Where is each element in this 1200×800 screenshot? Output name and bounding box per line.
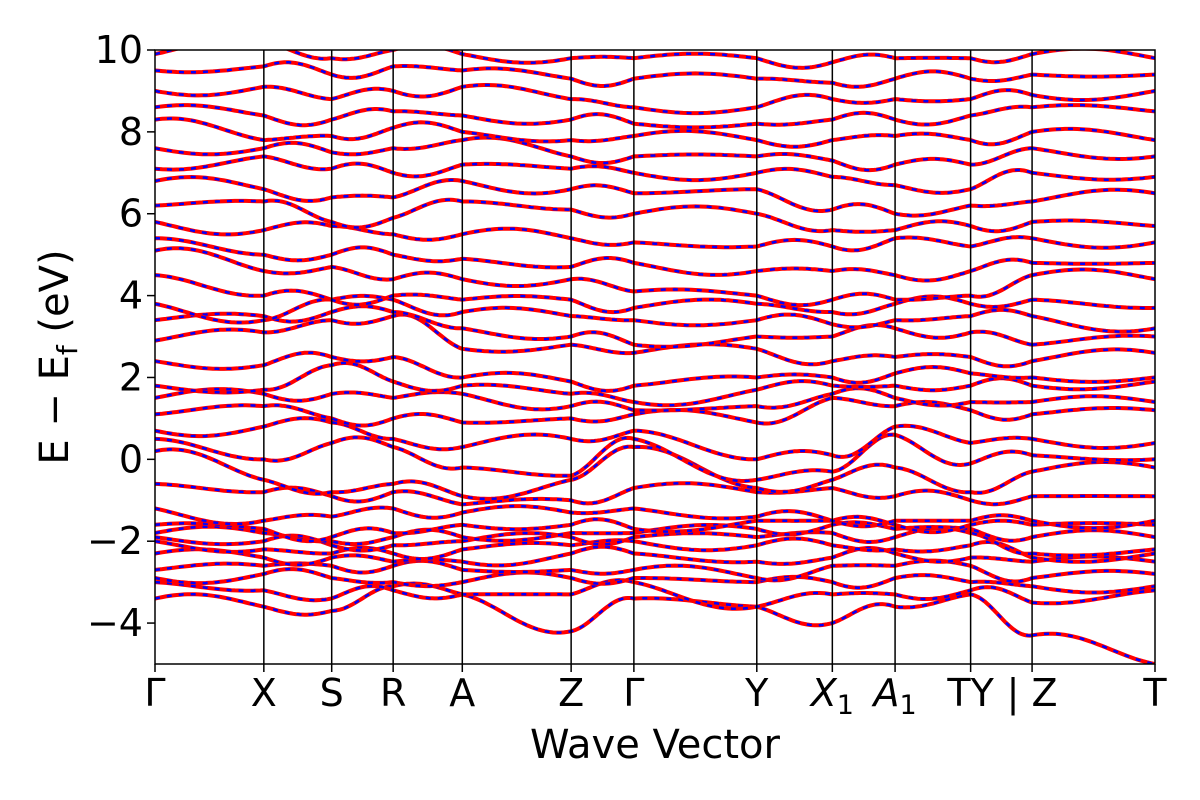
band-line-overlay — [155, 504, 1033, 528]
band-line — [155, 219, 1033, 253]
band-line-overlay — [1031, 89, 1155, 102]
k-point-label: Y — [744, 671, 769, 715]
plot-frame — [154, 49, 1156, 665]
band-line — [155, 544, 1033, 568]
band-line-overlay — [155, 537, 1033, 561]
band-line-overlay — [1031, 552, 1155, 564]
band-line-overlay — [1031, 127, 1155, 142]
band-line-overlay — [1032, 548, 1155, 557]
band-line — [155, 304, 1033, 349]
band-line-overlay — [155, 155, 1033, 195]
band-line-overlay — [155, 361, 1033, 407]
band-line — [155, 514, 1033, 544]
band-line-overlay — [1031, 103, 1155, 113]
band-line-overlay — [1031, 394, 1155, 404]
k-point-label: Z — [558, 671, 584, 715]
band-line-overlay — [1031, 348, 1155, 363]
band-lines — [155, 50, 1155, 664]
k-point-label: | Z — [1007, 671, 1058, 716]
band-line-overlay — [155, 313, 1033, 368]
band-line — [155, 444, 1033, 501]
x-axis-title: Wave Vector — [530, 722, 781, 768]
band-line — [155, 386, 1033, 413]
band-line-overlay — [155, 175, 1033, 217]
k-point-label: A1 — [870, 671, 916, 721]
band-line-overlay — [155, 294, 1033, 329]
band-line-overlay — [1031, 437, 1155, 450]
band-line-overlay — [1031, 406, 1155, 416]
band-line-overlay — [1031, 146, 1155, 161]
y-axis-title-main: E − E — [32, 355, 78, 465]
y-axis-title-unit: (eV) — [32, 249, 78, 345]
y-tick-label: −4 — [87, 601, 143, 645]
band-line-overlay — [155, 445, 1033, 501]
k-point-label: A — [449, 671, 475, 715]
band-line-overlay — [1032, 298, 1155, 310]
band-line — [155, 504, 1033, 529]
k-point-label: X1 — [809, 671, 854, 721]
band-line — [155, 581, 1033, 638]
band-line-overlay — [155, 273, 1033, 316]
band-line-overlay — [1032, 334, 1155, 346]
band-line-overlay — [1031, 460, 1155, 473]
band-line-overlay — [1031, 569, 1155, 580]
y-tick-label: 10 — [95, 28, 143, 72]
band-line — [155, 395, 1033, 428]
band-line-overlay — [1031, 171, 1155, 181]
band-line-overlay — [1031, 188, 1155, 203]
y-tick-label: 8 — [119, 110, 143, 154]
band-line-overlay — [155, 61, 1033, 89]
k-point-label: TY — [946, 671, 994, 715]
band-line — [155, 236, 1033, 283]
k-point-label: Γ — [623, 671, 644, 715]
band-line-overlay — [1031, 528, 1155, 539]
y-axis: −4 −2 0 2 4 6 8 10 — [87, 28, 155, 645]
band-line-overlay — [155, 416, 1033, 461]
band-line — [155, 567, 1033, 590]
band-line-overlay — [155, 117, 1033, 148]
band-line-overlay — [1031, 314, 1155, 333]
y-tick-label: 6 — [119, 192, 143, 236]
y-tick-label: 4 — [119, 274, 143, 318]
band-line-overlay — [1032, 73, 1155, 78]
y-axis-title-sub: f — [51, 344, 84, 355]
band-line-overlay — [1031, 237, 1155, 250]
high-symmetry-lines — [263, 50, 1033, 664]
band-line-overlay — [1031, 380, 1155, 391]
band-line-overlay — [155, 582, 1033, 637]
band-line-overlay — [155, 198, 1033, 234]
band-line-overlay — [1031, 519, 1155, 530]
band-line — [155, 135, 1033, 173]
band-line-overlay — [1032, 219, 1155, 228]
band-line-overlay — [1031, 584, 1155, 594]
k-point-label: Γ — [144, 671, 165, 715]
y-tick-label: 0 — [119, 437, 143, 481]
k-point-label: T — [1142, 671, 1167, 715]
k-point-label: R — [380, 671, 406, 715]
band-line-overlay — [1032, 521, 1155, 527]
band-line — [155, 103, 1033, 130]
band-line-overlay — [155, 433, 1033, 483]
band-line — [155, 83, 1033, 116]
band-line-overlay — [1032, 453, 1155, 462]
band-line-overlay — [155, 351, 1033, 393]
y-tick-label: −2 — [87, 519, 143, 563]
band-line-overlay — [1031, 268, 1155, 281]
band-line-overlay — [1032, 589, 1155, 605]
k-point-label: S — [320, 671, 344, 715]
band-line — [155, 558, 1033, 584]
band-line-overlay — [1031, 632, 1155, 664]
band-line-overlay — [155, 50, 1033, 70]
y-axis-title: E − Ef (eV) — [32, 249, 84, 464]
band-line-overlay — [1031, 376, 1155, 384]
band-line — [155, 60, 1033, 89]
k-point-label: X — [251, 671, 277, 715]
band-line-overlay — [155, 247, 1033, 307]
y-tick-label: 2 — [119, 355, 143, 399]
band-line-overlay — [1032, 261, 1155, 266]
